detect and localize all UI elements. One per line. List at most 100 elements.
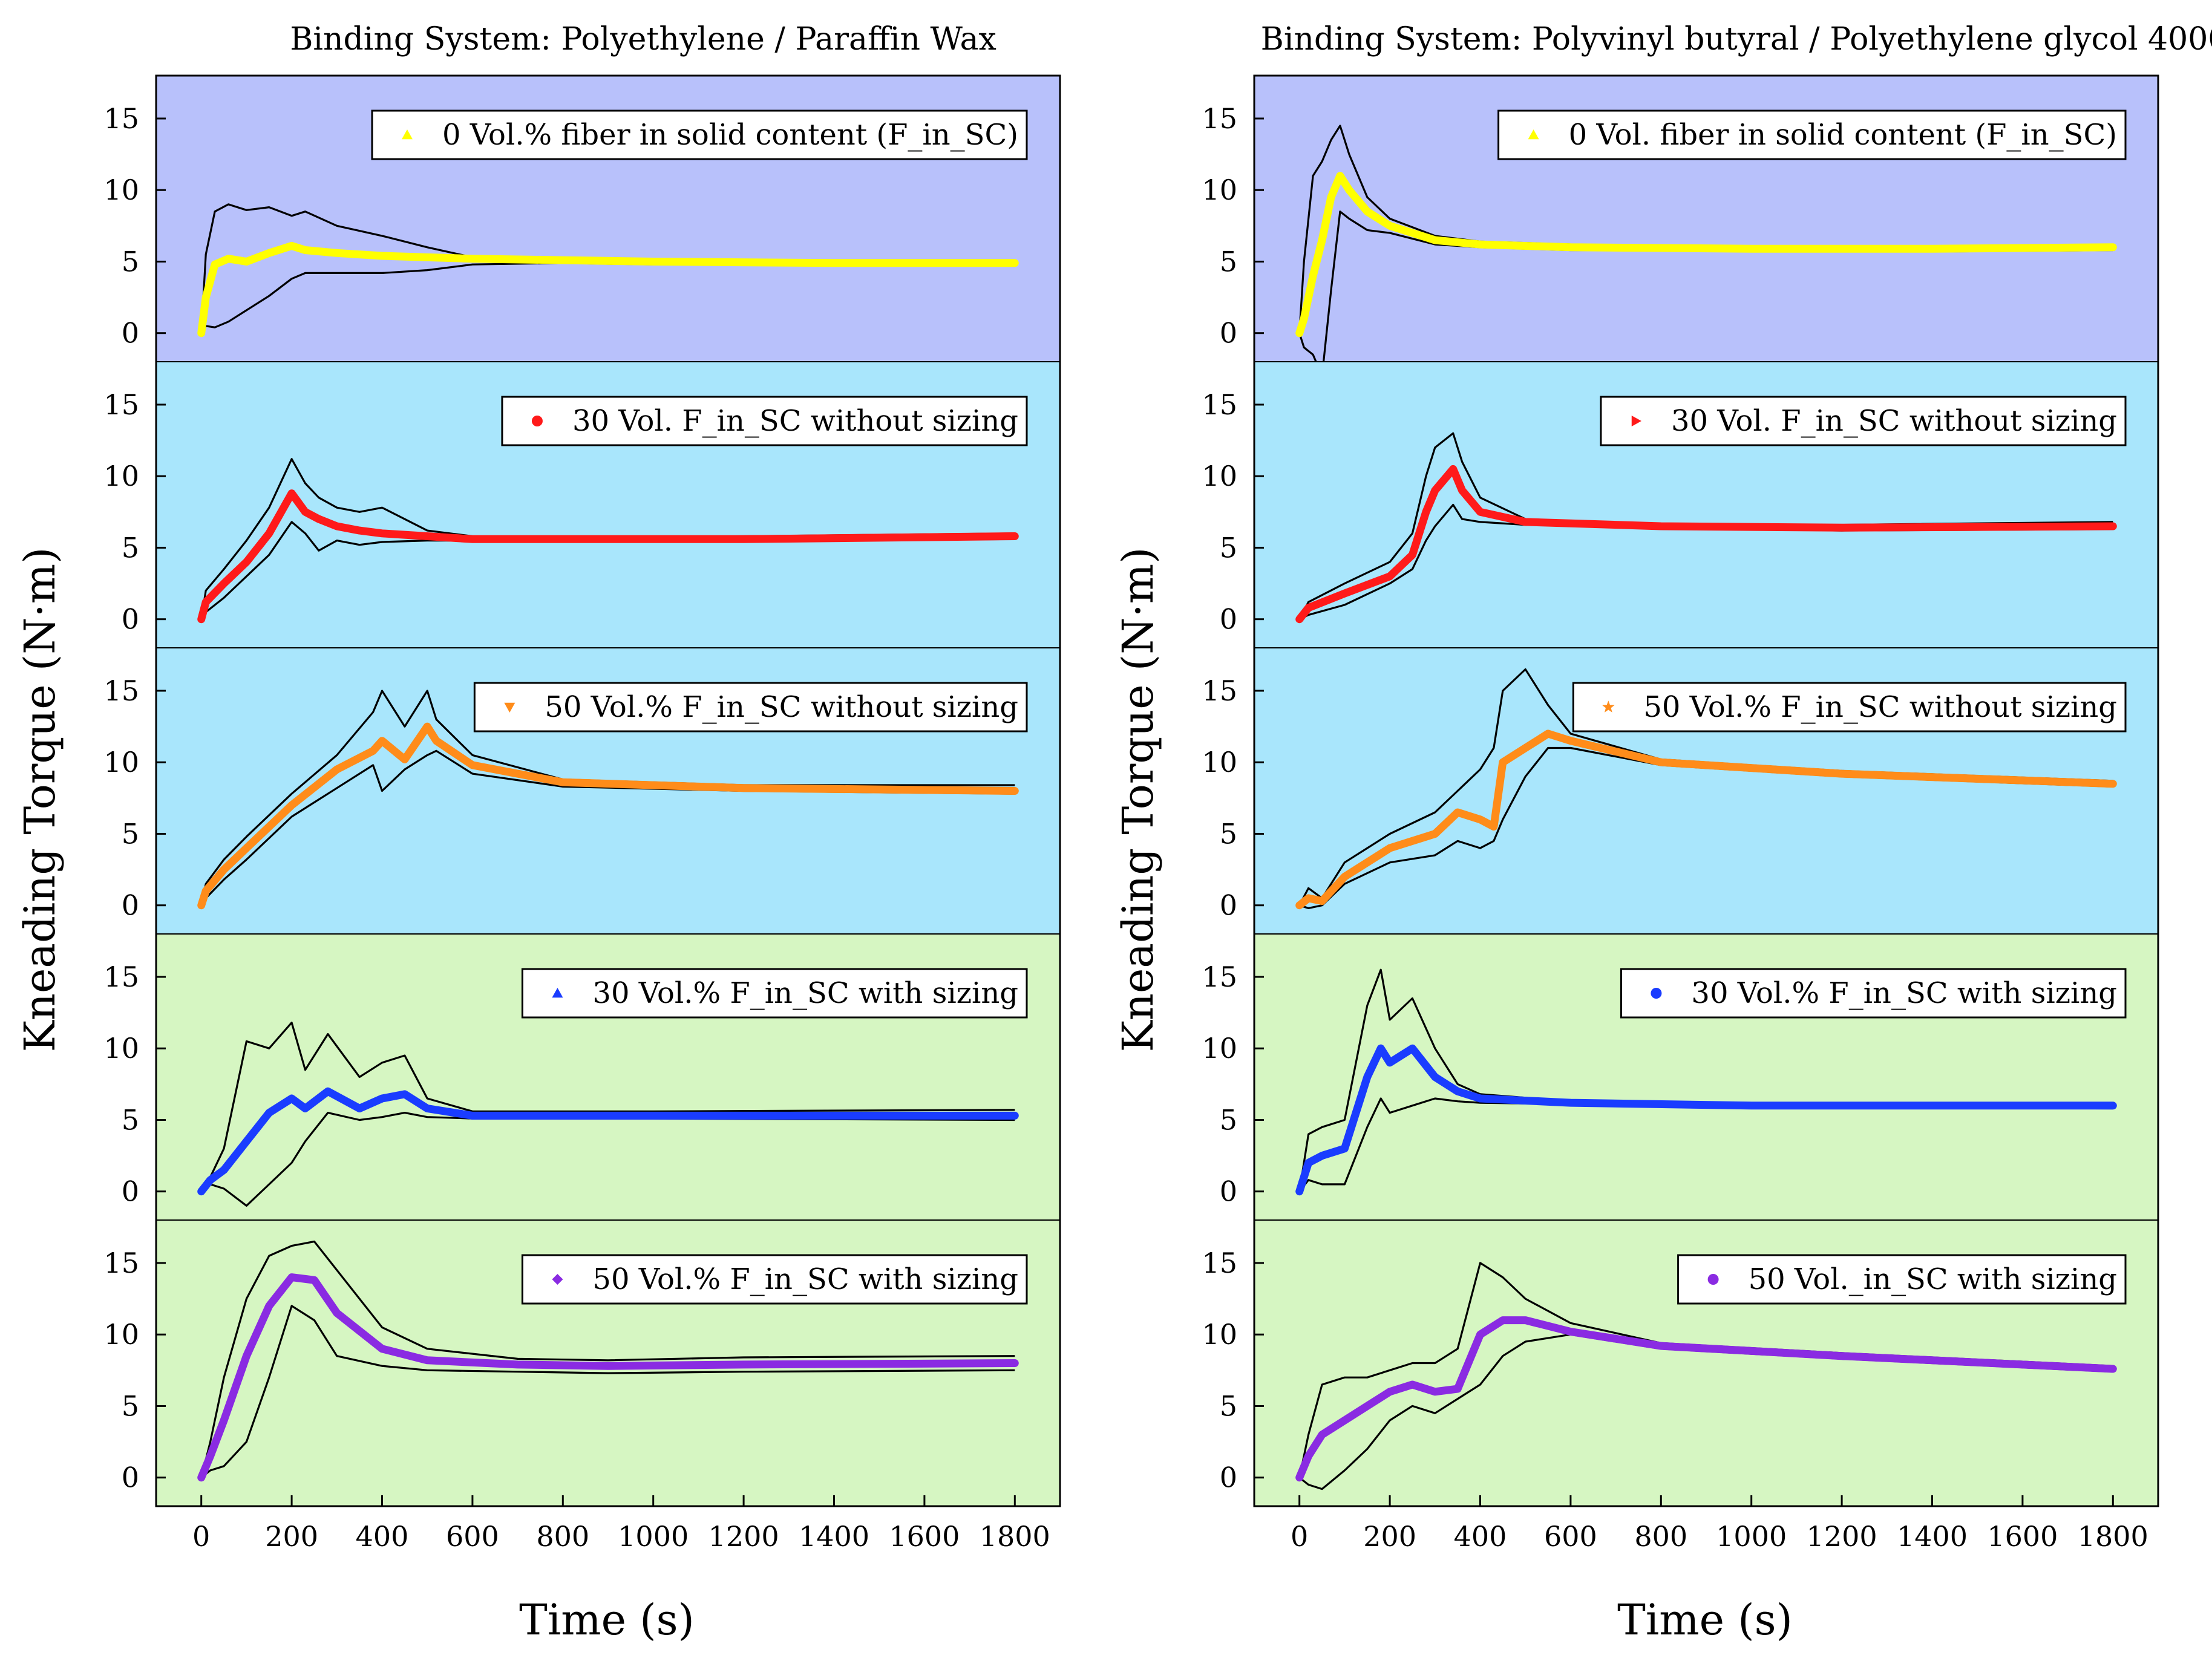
x-axis-label-right: Time (s) <box>1617 1595 1793 1645</box>
y-tick-label: 10 <box>1202 1032 1237 1065</box>
y-tick-label: 5 <box>122 1389 139 1422</box>
x-tick-label: 1800 <box>980 1520 1050 1553</box>
y-tick-label: 5 <box>122 817 139 850</box>
y-tick-label: 15 <box>103 1247 139 1279</box>
y-tick-label: 10 <box>103 1032 139 1065</box>
mean-torque-line <box>1295 1316 2117 1482</box>
legend-marker <box>552 988 563 998</box>
legend-label: 30 Vol. F_in_SC without sizing <box>572 404 1018 438</box>
plot-frame <box>1253 74 2159 1507</box>
x-tick-label: 800 <box>1634 1520 1687 1553</box>
x-tick-label: 1600 <box>889 1520 960 1553</box>
y-tick-label: 10 <box>1202 746 1237 778</box>
legend-label: 30 Vol.% F_in_SC with sizing <box>1691 976 2117 1010</box>
x-axis-label-left: Time (s) <box>519 1595 695 1645</box>
y-tick-label: 10 <box>1202 460 1237 492</box>
legend-box <box>501 396 1028 446</box>
legend: 30 Vol.% F_in_SC with sizing <box>1620 968 2127 1019</box>
y-tick-label: 0 <box>122 603 139 636</box>
y-tick-label: 15 <box>103 102 139 135</box>
y-tick-label: 15 <box>103 961 139 993</box>
legend-label: 50 Vol._in_SC with sizing <box>1749 1262 2117 1296</box>
mean-torque-line <box>1295 172 2117 338</box>
upper-envelope-line <box>1298 1262 2113 1478</box>
lower-envelope-line <box>200 1111 1015 1207</box>
y-tick-label: 0 <box>1220 1461 1237 1494</box>
chart-1-panel-4: 0 5 10 15 50 Vol._in_SC with sizing <box>1202 1220 2158 1506</box>
x-tick-label: 1200 <box>1807 1520 1877 1553</box>
y-tick-label: 15 <box>103 388 139 421</box>
upper-envelope-line <box>200 1240 1015 1478</box>
legend: 30 Vol.% F_in_SC with sizing <box>521 968 1028 1019</box>
y-tick-label: 0 <box>1220 1175 1237 1208</box>
legend-marker <box>1631 416 1641 426</box>
y-axis-label-right: Kneading Torque (N·m) <box>1113 547 1163 1053</box>
chart-1-panel-0: 0 5 10 15 0 Vol. fiber in solid content (F_i… <box>1202 76 2158 377</box>
chart-1-title: Binding System: Polyvinyl butyral / Poly… <box>1261 21 2212 57</box>
legend-label: 30 Vol.% F_in_SC with sizing <box>592 976 1018 1010</box>
x-tick-label: 600 <box>1544 1520 1597 1553</box>
y-tick-label: 0 <box>1220 603 1237 636</box>
y-tick-label: 0 <box>1220 889 1237 922</box>
x-tick-label: 1600 <box>1987 1520 2058 1553</box>
y-tick-label: 5 <box>122 1103 139 1136</box>
chart-0-panel-0: 0 5 10 15 0 Vol.% fiber in solid content (F_… <box>103 76 1060 362</box>
legend-label: 30 Vol. F_in_SC without sizing <box>1671 404 2117 438</box>
y-tick-label: 5 <box>122 245 139 278</box>
legend-marker <box>504 702 515 713</box>
lower-envelope-line <box>200 749 1015 906</box>
legend-box <box>1572 682 2127 733</box>
y-tick-label: 15 <box>103 674 139 707</box>
legend-box <box>521 1254 1028 1305</box>
legend-box <box>473 682 1028 733</box>
x-tick-label: 200 <box>265 1520 318 1553</box>
legend: 0 Vol. fiber in solid content (F_in_SC) <box>1497 109 2127 160</box>
legend-box <box>521 968 1028 1019</box>
y-tick-label: 5 <box>1220 531 1237 564</box>
y-tick-label: 15 <box>1202 1247 1237 1279</box>
y-tick-label: 5 <box>1220 1389 1237 1422</box>
y-tick-label: 15 <box>1202 388 1237 421</box>
legend-marker <box>1707 1274 1719 1285</box>
chart-0-panel-3: 0 5 10 15 30 Vol.% F_in_SC with sizing <box>103 934 1060 1220</box>
chart-0-panel-2: 0 5 10 15 50 Vol.% F_in_SC without sizing <box>103 648 1060 934</box>
mean-torque-line <box>197 722 1019 910</box>
x-tick-label: 0 <box>1291 1520 1308 1553</box>
legend-box <box>1600 396 2127 446</box>
chart-0-title: Binding System: Polyethylene / Paraffin … <box>290 21 996 57</box>
mean-torque-line <box>1295 729 2117 910</box>
x-tick-label: 600 <box>446 1520 499 1553</box>
lower-envelope-line <box>200 1305 1015 1478</box>
y-tick-label: 0 <box>122 889 139 922</box>
mean-torque-line <box>1295 465 2117 624</box>
mean-torque-line <box>197 1273 1019 1482</box>
x-tick-label: 1000 <box>1716 1520 1787 1553</box>
y-tick-label: 10 <box>103 1318 139 1351</box>
legend-marker <box>1528 129 1539 140</box>
legend-marker <box>1651 988 1662 999</box>
legend-box <box>1677 1254 2127 1305</box>
legend-label: 0 Vol. fiber in solid content (F_in_SC) <box>1569 118 2117 152</box>
y-tick-label: 5 <box>1220 245 1237 278</box>
legend: 50 Vol.% F_in_SC with sizing <box>521 1254 1028 1305</box>
legend-box <box>1620 968 2127 1019</box>
x-tick-label: 800 <box>536 1520 589 1553</box>
y-tick-label: 15 <box>1202 961 1237 993</box>
legend-marker <box>401 129 413 140</box>
y-tick-label: 5 <box>1220 1103 1237 1136</box>
upper-envelope-line <box>200 1021 1015 1192</box>
upper-envelope-line <box>1298 668 2113 906</box>
y-tick-label: 0 <box>1220 317 1237 350</box>
legend-label: 0 Vol.% fiber in solid content (F_in_SC) <box>442 118 1018 152</box>
upper-envelope-line <box>200 690 1015 906</box>
plot-frame <box>155 74 1061 1507</box>
mean-torque-line <box>197 489 1019 624</box>
chart-0-panel-1: 0 5 10 15 30 Vol. F_in_SC without sizing <box>103 362 1060 648</box>
legend-label: 50 Vol.% F_in_SC without sizing <box>545 690 1018 724</box>
y-tick-label: 10 <box>103 174 139 206</box>
legend-marker <box>531 416 543 426</box>
x-tick-label: 1000 <box>618 1520 689 1553</box>
y-tick-label: 10 <box>1202 1318 1237 1351</box>
legend-label: 50 Vol.% F_in_SC without sizing <box>1643 690 2117 724</box>
